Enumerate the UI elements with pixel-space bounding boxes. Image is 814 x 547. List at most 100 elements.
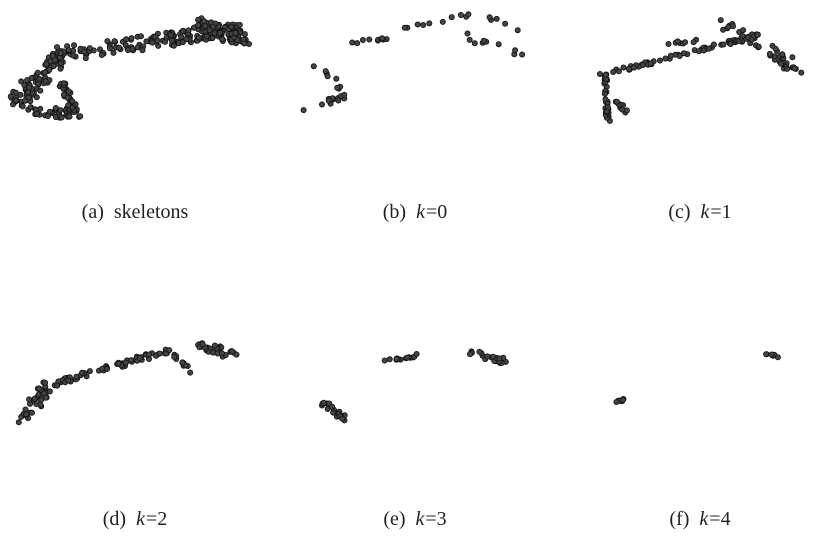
skeleton-point — [66, 378, 71, 383]
skeleton-point — [611, 69, 616, 74]
skeleton-point — [325, 74, 330, 79]
caption-label: (f) — [669, 508, 689, 530]
panel-caption: (f)k=4 — [669, 508, 730, 530]
skeleton-point — [83, 56, 88, 61]
skeleton-point — [111, 50, 116, 55]
skeleton-point — [380, 36, 385, 41]
caption-text: =3 — [425, 508, 446, 530]
skeleton-point — [604, 109, 609, 114]
panel-caption: (a) skeletons — [82, 201, 189, 223]
skeleton-point — [203, 23, 208, 28]
skeleton-point — [387, 357, 392, 362]
skeleton-point — [311, 64, 316, 69]
panel-caption: (b)k=0 — [383, 201, 448, 223]
skeleton-point — [204, 34, 209, 39]
skeleton-point — [188, 370, 193, 375]
skeleton-point — [326, 98, 331, 103]
panel-caption: (d)k=2 — [103, 508, 168, 530]
skeleton-point — [137, 355, 142, 360]
skeleton-point — [301, 108, 306, 113]
skeleton-point — [34, 111, 39, 116]
skeleton-point — [624, 108, 629, 113]
skeleton-point — [45, 113, 50, 118]
skeleton-point — [67, 114, 72, 119]
caption-variable: k — [416, 508, 426, 530]
skeleton-point — [104, 366, 109, 371]
skeleton-point — [219, 351, 224, 356]
captions: (a)skeletons(b)k=0(c)k=1(d)k=2(e)k=3(f)k… — [82, 201, 732, 530]
skeleton-point — [66, 89, 71, 94]
skeleton-point — [200, 342, 205, 347]
skeleton-point — [711, 42, 716, 47]
skeleton-point — [237, 22, 242, 27]
caption-label: (e) — [383, 508, 405, 530]
skeleton-point — [230, 349, 235, 354]
skeleton-point — [721, 27, 726, 32]
panel-caption: (c)k=1 — [668, 201, 731, 223]
skeleton-point — [87, 46, 92, 51]
skeleton-point — [503, 21, 508, 26]
skeleton-point — [663, 56, 668, 61]
skeleton-point — [491, 354, 496, 359]
skeleton-point — [515, 28, 520, 33]
skeleton-point — [740, 33, 745, 38]
skeleton-point — [150, 40, 155, 45]
skeleton-point — [681, 51, 686, 56]
skeleton-point — [769, 352, 774, 357]
skeleton-point — [186, 28, 191, 33]
skeleton-point — [218, 30, 223, 35]
skeleton-point — [58, 108, 63, 113]
skeleton-point — [169, 38, 174, 43]
skeleton-point — [168, 33, 173, 38]
skeleton-point — [27, 397, 32, 402]
skeleton-point — [355, 41, 360, 46]
skeleton-point — [144, 39, 149, 44]
skeleton-point — [35, 70, 40, 75]
skeleton-point — [82, 49, 87, 54]
skeleton-point — [196, 23, 201, 28]
skeleton-point — [229, 24, 234, 29]
caption-variable: k — [699, 508, 709, 530]
skeleton-point — [180, 28, 185, 33]
skeleton-point — [212, 343, 217, 348]
skeleton-point — [778, 61, 783, 66]
skeleton-point — [65, 95, 70, 100]
skeleton-point — [155, 38, 160, 43]
skeleton-point — [147, 352, 152, 357]
skeleton-point — [71, 43, 76, 48]
skeleton-point — [487, 15, 492, 20]
skeleton-point — [770, 43, 775, 48]
figure: (a)skeletons(b)k=0(c)k=1(d)k=2(e)k=3(f)k… — [0, 0, 814, 547]
caption-variable: k — [701, 201, 711, 223]
caption-label: (a) — [82, 201, 104, 223]
skeleton-point — [485, 354, 490, 359]
skeleton-point — [129, 358, 134, 363]
skeleton-point — [323, 69, 328, 74]
skeleton-point — [626, 66, 631, 71]
skeleton-point — [36, 81, 41, 86]
skeleton-point — [70, 99, 75, 104]
skeleton-point — [756, 44, 761, 49]
skeleton-point — [520, 52, 525, 57]
skeleton-point — [666, 41, 671, 46]
skeleton-point — [112, 39, 117, 44]
skeleton-point — [331, 410, 336, 415]
skeleton-point — [78, 114, 83, 119]
skeleton-point — [179, 35, 184, 40]
caption-variable: k — [416, 201, 426, 223]
skeleton-point — [138, 34, 143, 39]
skeleton-point — [367, 37, 372, 42]
skeleton-point — [54, 45, 59, 50]
skeleton-point — [167, 348, 172, 353]
skeleton-point — [58, 50, 63, 55]
skeleton-point — [58, 66, 63, 71]
skeleton-point — [125, 48, 130, 53]
skeleton-point — [603, 97, 608, 102]
skeleton-point — [631, 65, 636, 70]
skeleton-point — [16, 420, 21, 425]
skeleton-point — [55, 383, 60, 388]
skeleton-point — [440, 19, 445, 24]
skeleton-point — [342, 92, 347, 97]
skeleton-point — [19, 79, 24, 84]
caption-text: skeletons — [114, 201, 189, 223]
